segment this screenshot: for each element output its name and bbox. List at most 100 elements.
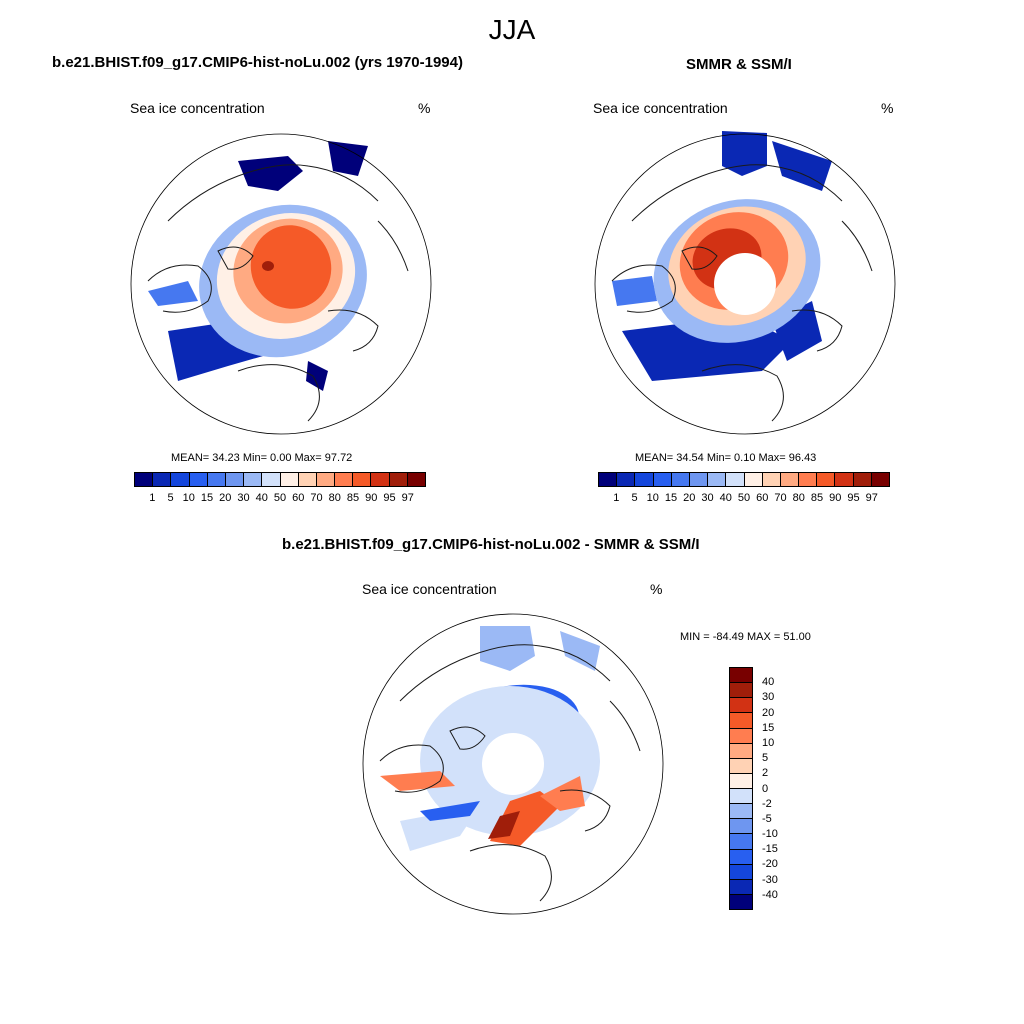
coastline [469, 844, 552, 902]
colorbar-swatch [407, 473, 425, 486]
obs-map-boundary [594, 133, 896, 435]
colorbar-tick-label: 5 [167, 492, 174, 504]
colorbar-swatch [708, 473, 727, 486]
colorbar-tick-label: -10 [762, 828, 778, 841]
obs-colorbar-ticks: 1 5 10 15 20 30 40 50 60 70 80 85 90 95 97 [598, 492, 890, 506]
colorbar-tick-label: 97 [865, 492, 878, 504]
figure-title: JJA [488, 14, 536, 45]
colorbar-tick-label: 15 [762, 721, 775, 734]
ice-region [722, 131, 767, 176]
colorbar-tick-label: -30 [762, 873, 778, 886]
colorbar-swatch [207, 473, 226, 486]
colorbar-swatch [730, 713, 752, 729]
model-polar-map [130, 133, 432, 435]
coastline [147, 264, 212, 313]
colorbar-tick-label: 40 [719, 492, 732, 504]
colorbar-swatch [171, 473, 190, 486]
coastline [631, 164, 843, 222]
ice-region [612, 276, 657, 306]
obs-variable-label: Sea ice concentration [593, 100, 728, 116]
colorbar-swatch [689, 473, 709, 486]
model-ice-field [148, 141, 368, 391]
colorbar-tick-label: 80 [792, 492, 805, 504]
model-stats: MEAN= 34.23 Min= 0.00 Max= 97.72 [171, 452, 353, 464]
colorbar-tick-label: -40 [762, 888, 778, 901]
colorbar-swatch [730, 879, 752, 895]
ice-region [306, 361, 328, 391]
colorbar-tick-label: 85 [810, 492, 824, 504]
colorbar-swatch [799, 473, 818, 486]
colorbar-swatch [389, 473, 408, 486]
colorbar-tick-label: 97 [401, 492, 414, 504]
diff-region [380, 771, 455, 791]
coastline [701, 364, 784, 422]
colorbar-tick-label: 2 [762, 767, 769, 780]
colorbar-swatch [835, 473, 854, 486]
obs-coastlines [611, 164, 873, 422]
coastline [791, 309, 843, 352]
colorbar-swatch [871, 473, 889, 486]
colorbar-tick-label: 60 [756, 492, 769, 504]
colorbar-swatch [371, 473, 390, 486]
colorbar-swatch [280, 473, 299, 486]
diff-colorbar [729, 667, 753, 910]
colorbar-tick-label: 10 [182, 492, 195, 504]
colorbar-swatch [817, 473, 836, 486]
colorbar-tick-label: 60 [292, 492, 305, 504]
colorbar-swatch [730, 743, 752, 759]
colorbar-tick-label: 90 [365, 492, 378, 504]
colorbar-tick-label: 40 [255, 492, 268, 504]
colorbar-tick-label: 30 [701, 492, 714, 504]
obs-panel-title: SMMR & SSM/I [686, 56, 792, 73]
colorbar-swatch [726, 473, 745, 486]
colorbar-swatch [225, 473, 245, 486]
colorbar-tick-label: -5 [762, 812, 772, 825]
obs-colorbar [598, 472, 890, 487]
diff-ice-field [380, 626, 600, 851]
colorbar-tick-label: 15 [200, 492, 214, 504]
colorbar-swatch [599, 473, 618, 486]
ice-region [238, 156, 303, 191]
ice-region [250, 225, 332, 309]
colorbar-swatch [730, 834, 752, 850]
colorbar-tick-label: -15 [762, 843, 778, 856]
ice-region [328, 141, 368, 176]
colorbar-tick-label: 5 [762, 752, 769, 765]
diff-stats: MIN = -84.49 MAX = 51.00 [680, 631, 811, 643]
colorbar-swatch [153, 473, 172, 486]
colorbar-swatch [730, 789, 752, 805]
colorbar-swatch [353, 473, 372, 486]
coastline [841, 220, 873, 272]
diff-region [480, 626, 535, 671]
colorbar-tick-label: 10 [762, 736, 775, 749]
colorbar-tick-label: 20 [219, 492, 232, 504]
colorbar-tick-label: 1 [613, 492, 620, 504]
colorbar-tick-label: 70 [774, 492, 787, 504]
colorbar-tick-label: 95 [383, 492, 396, 504]
colorbar-tick-label: 30 [762, 691, 775, 704]
obs-stats: MEAN= 34.54 Min= 0.10 Max= 96.43 [635, 452, 817, 464]
colorbar-swatch [730, 849, 752, 865]
colorbar-tick-label: 40 [762, 676, 775, 689]
diff-variable-label: Sea ice concentration [362, 581, 497, 597]
colorbar-tick-label: 5 [631, 492, 638, 504]
colorbar-swatch [617, 473, 636, 486]
obs-polar-map [594, 131, 896, 435]
coastline [379, 744, 444, 793]
colorbar-swatch [730, 894, 752, 909]
colorbar-swatch [635, 473, 654, 486]
model-colorbar [134, 472, 426, 487]
colorbar-swatch [730, 804, 752, 820]
colorbar-swatch [730, 864, 752, 880]
colorbar-swatch [335, 473, 354, 486]
diff-map-boundary [362, 613, 664, 915]
colorbar-swatch [244, 473, 263, 486]
model-map-boundary [130, 133, 432, 435]
model-units-label: % [418, 100, 431, 116]
colorbar-tick-label: -2 [762, 797, 772, 810]
colorbar-tick-label: 50 [737, 492, 751, 504]
colorbar-tick-label: 15 [664, 492, 678, 504]
diff-coastlines [379, 644, 641, 902]
coastline [237, 364, 320, 422]
model-variable-label: Sea ice concentration [130, 100, 265, 116]
